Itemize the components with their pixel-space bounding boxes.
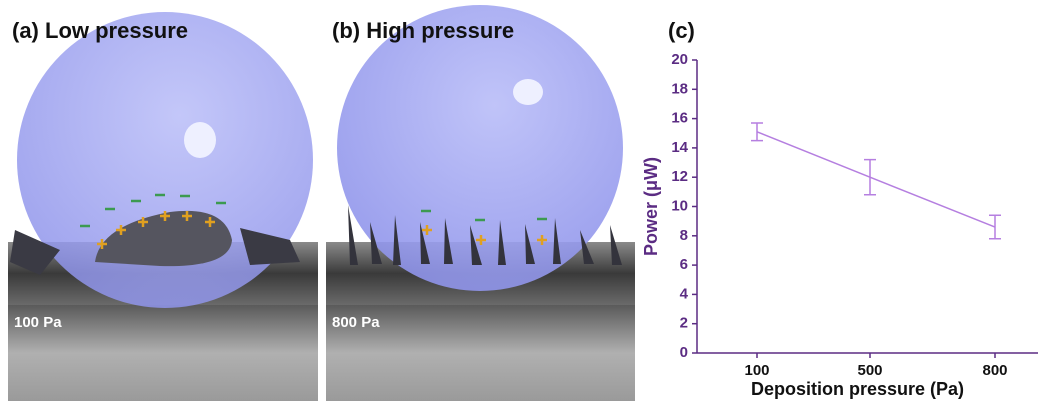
y-axis-label: Power (μW) — [641, 157, 661, 256]
highlight — [513, 79, 543, 105]
y-tick-label: 8 — [680, 227, 688, 244]
panel-b: (b) High pressure 800 Pa — [326, 5, 635, 401]
y-tick-label: 20 — [671, 51, 688, 68]
x-axis-label: Deposition pressure (Pa) — [751, 379, 964, 399]
y-tick-label: 14 — [671, 139, 688, 156]
data-line — [757, 132, 995, 227]
y-tick-label: 4 — [680, 285, 689, 302]
y-tick-label: 12 — [671, 168, 688, 185]
scale-label: 800 Pa — [332, 314, 380, 331]
x-tick-label: 800 — [982, 362, 1007, 379]
y-tick-label: 2 — [680, 315, 688, 332]
y-tick-label: 16 — [671, 110, 688, 127]
panel-title: (b) High pressure — [332, 18, 514, 43]
error-bar — [751, 123, 763, 141]
x-tick-label: 100 — [744, 362, 769, 379]
droplet — [337, 5, 623, 291]
panel-a: (a) Low pressure 100 Pa — [8, 12, 318, 401]
error-bar — [989, 215, 1001, 238]
y-tick-label: 6 — [680, 256, 688, 273]
highlight — [184, 122, 216, 158]
scale-label: 100 Pa — [14, 314, 62, 331]
y-tick-label: 18 — [671, 80, 688, 97]
x-tick-label: 500 — [857, 362, 882, 379]
y-tick-label: 0 — [680, 344, 688, 361]
figure: (a) Low pressure 100 Pa (b) High pressur… — [0, 0, 1044, 401]
chart-title: (c) — [668, 18, 695, 43]
y-tick-label: 10 — [671, 197, 688, 214]
error-bar — [864, 160, 876, 195]
panel-title: (a) Low pressure — [12, 18, 188, 43]
